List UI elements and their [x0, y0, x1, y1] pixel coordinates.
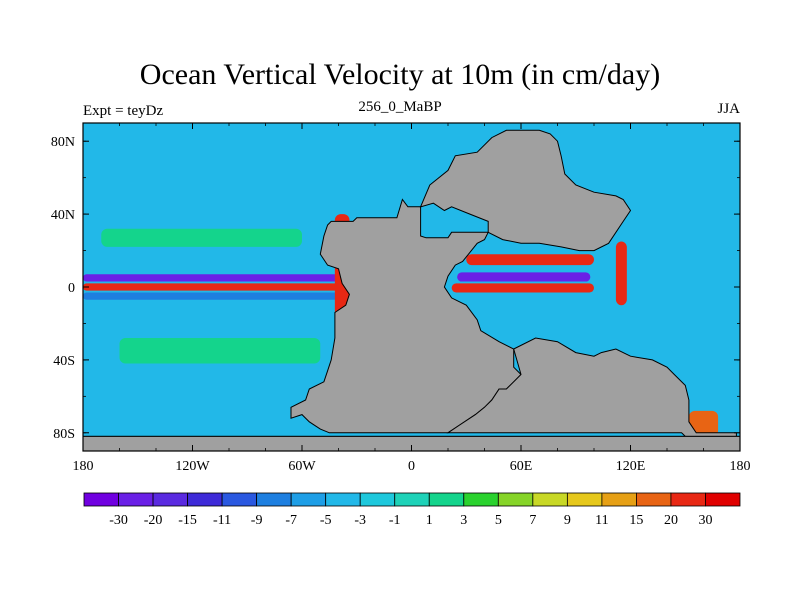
colorbar-label: 9 [564, 513, 571, 528]
colorbar-label: -1 [389, 513, 401, 528]
field-east-tethys-coast [615, 241, 627, 306]
colorbar-label: 15 [629, 513, 643, 528]
field-tethys-equatorial-upwelling [451, 283, 594, 293]
field-equatorial-flank-south [83, 292, 339, 300]
colorbar-label: 30 [698, 513, 712, 528]
colorbar-swatch [394, 492, 430, 507]
y-axis: 80N 40N 0 40S 80S [51, 135, 740, 442]
colorbar-swatch [705, 492, 741, 507]
colorbar-label: -30 [109, 513, 128, 528]
colorbar-label: 20 [664, 513, 678, 528]
colorbar-swatch [428, 492, 465, 507]
colorbar-label: 1 [426, 513, 433, 528]
colorbar-swatch [463, 492, 499, 507]
x-tick-label: 0 [408, 459, 415, 474]
colorbar-swatch [118, 492, 154, 507]
colorbar-swatch [83, 492, 119, 507]
y-tick-label: 40S [53, 354, 75, 369]
y-tick-label: 80N [51, 135, 75, 150]
land-north-continent [419, 129, 632, 252]
land-south-polar-strip [83, 435, 740, 451]
colorbar-swatch [566, 492, 603, 507]
colorbar-swatch [152, 492, 188, 507]
x-tick-label: 120W [175, 459, 210, 474]
colorbar-swatch [187, 492, 223, 507]
field-subtropical-band-north [101, 228, 302, 247]
season-label: JJA [717, 101, 740, 117]
colorbar-swatch [325, 492, 361, 507]
colorbar-label: 3 [460, 513, 467, 528]
experiment-label: Expt = teyDz [83, 103, 164, 119]
y-tick-label: 80S [53, 427, 75, 442]
colorbar-label: -7 [285, 513, 297, 528]
colorbar-swatch [221, 492, 258, 507]
x-tick-label: 120E [616, 459, 646, 474]
colorbar-label: -11 [213, 513, 231, 528]
colorbar-swatch [290, 492, 327, 507]
colorbar-label: -15 [178, 513, 197, 528]
y-tick-label: 0 [68, 281, 75, 296]
field-equatorial-upwelling [83, 283, 339, 291]
colorbar-swatch [256, 492, 292, 507]
colorbar-swatch [601, 492, 637, 507]
y-tick-label: 40N [51, 208, 75, 223]
colorbar-label: 5 [495, 513, 502, 528]
colorbar-swatch [359, 492, 396, 507]
colorbar-label: 11 [595, 513, 608, 528]
colorbar: -30 -20 -15 -11 -9 -7 -5 -3 -1 1 3 5 7 9 11 15 20 30 [83, 492, 741, 528]
age-label: 256_0_MaBP [358, 99, 442, 115]
x-axis: 180 120W 60W 0 60E 120E 180 [73, 123, 751, 474]
field-tethys-north-coast [466, 254, 594, 266]
colorbar-label: -5 [320, 513, 332, 528]
x-tick-label: 180 [73, 459, 94, 474]
land-mask [83, 129, 740, 451]
colorbar-swatch [670, 492, 706, 507]
colorbar-swatch [636, 492, 672, 507]
x-tick-label: 60E [510, 459, 533, 474]
chart-title: Ocean Vertical Velocity at 10m (in cm/da… [139, 58, 661, 91]
x-tick-label: 180 [730, 459, 751, 474]
colorbar-swatch [532, 492, 568, 507]
field-southern-coast-upwelling [688, 410, 719, 437]
field-tethys-flank-north [457, 272, 591, 282]
colorbar-label: -20 [144, 513, 163, 528]
x-tick-label: 60W [288, 459, 316, 474]
field-equatorial-flank-north [83, 274, 339, 282]
colorbar-label: -9 [251, 513, 263, 528]
colorbar-swatch [497, 492, 534, 507]
colorbar-label: -3 [354, 513, 366, 528]
colorbar-label: 7 [529, 513, 536, 528]
field-subtropical-band-south [119, 338, 321, 364]
